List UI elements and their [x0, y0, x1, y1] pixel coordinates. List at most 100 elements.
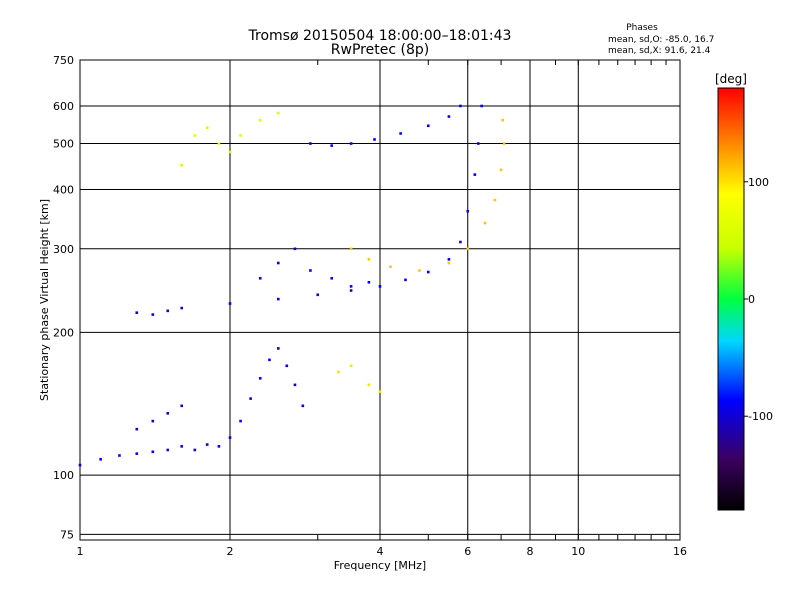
y-tick-label: 600 [53, 100, 74, 113]
data-point [258, 118, 262, 122]
data-point [459, 240, 462, 244]
data-point [349, 289, 353, 292]
data-point [349, 364, 353, 368]
data-point [301, 404, 305, 408]
chart-title: Tromsø 20150504 18:00:00–18:01:43 [248, 28, 512, 44]
series-O-E-ramp [217, 347, 305, 448]
stats-o-line: mean, sd,O: -85.0, 16.7 [608, 35, 714, 45]
data-point [205, 443, 209, 446]
data-point [239, 134, 242, 137]
data-point [367, 258, 371, 261]
data-point [249, 397, 252, 400]
data-point [166, 448, 170, 452]
data-point [118, 454, 121, 457]
data-point [389, 265, 392, 269]
x-axis-label: Frequency [MHz] [334, 559, 426, 572]
data-point [151, 419, 155, 423]
data-point [459, 104, 462, 108]
colorbar-tick-label: -100 [748, 410, 773, 423]
data-point [276, 347, 280, 350]
y-tick-label: 300 [53, 243, 74, 256]
data-point [166, 309, 170, 313]
data-point [166, 412, 170, 415]
data-point [447, 261, 451, 265]
data-point [228, 150, 232, 154]
data-point [135, 427, 139, 431]
data-point [378, 390, 382, 393]
data-point [330, 276, 334, 280]
data-point [483, 221, 487, 225]
data-point [404, 278, 407, 282]
grid [80, 60, 680, 540]
data-point [418, 269, 421, 272]
data-point [193, 134, 197, 137]
data-point [477, 142, 480, 145]
y-tick-label: 100 [53, 469, 74, 482]
data-point [193, 448, 197, 452]
data-point [337, 370, 340, 374]
data-point [349, 247, 353, 251]
data-point [426, 270, 430, 274]
data-point [217, 142, 221, 145]
series-X-E [337, 364, 382, 393]
data-point [466, 209, 470, 213]
data-point [276, 297, 280, 301]
data-point [316, 293, 320, 297]
series-X-F2 [349, 118, 506, 272]
data-point [78, 463, 82, 467]
data-point [268, 358, 271, 362]
data-point [99, 457, 102, 461]
stats-heading: Phases [626, 23, 658, 33]
data-point [447, 258, 451, 261]
data-point [205, 126, 209, 129]
data-point [480, 104, 484, 108]
data-point [180, 163, 184, 167]
y-tick-label: 75 [60, 528, 74, 541]
data-point [239, 419, 242, 423]
series-O-low [78, 443, 209, 467]
colorbar-label: [deg] [715, 72, 747, 86]
series-F-echo-mix [180, 111, 280, 167]
data-point [493, 198, 497, 202]
data-point [258, 377, 262, 380]
data-point [258, 276, 262, 280]
y-axis-label: Stationary phase Virtual Height [km] [38, 199, 51, 401]
data-point [228, 436, 232, 439]
data-point [349, 142, 353, 145]
data-point [499, 168, 503, 172]
data-point [309, 269, 312, 272]
series-O-F1 [135, 306, 184, 316]
data-point [151, 313, 155, 316]
data-point [228, 302, 232, 305]
data-point [426, 124, 430, 128]
y-tick-label: 400 [53, 184, 74, 197]
data-point [349, 285, 353, 288]
data-point [501, 118, 504, 122]
data-point [180, 445, 184, 448]
y-tick-label: 750 [53, 54, 74, 67]
data-point [151, 450, 155, 454]
data-point [502, 142, 506, 145]
data-point [378, 285, 382, 288]
series-scattered-blue [258, 247, 371, 288]
x-tick-label: 2 [227, 545, 234, 558]
series-O-F2 [228, 104, 484, 305]
data-point [367, 383, 371, 387]
data-point [466, 247, 470, 251]
data-point [367, 280, 371, 284]
x-tick-label: 4 [377, 545, 384, 558]
x-tick-label: 10 [571, 545, 585, 558]
data-point [276, 261, 280, 265]
series-O-E-mid [135, 404, 184, 431]
data-point [373, 138, 376, 141]
colorbar-tick-label: 100 [748, 176, 769, 189]
data-point [293, 247, 297, 251]
stats-x-line: mean, sd,X: 91.6, 21.4 [608, 46, 711, 56]
data-point [135, 452, 139, 455]
data-point [217, 445, 221, 448]
data-points [78, 104, 506, 467]
data-point [180, 404, 184, 408]
x-tick-label: 1 [77, 545, 84, 558]
x-tick-label: 8 [527, 545, 534, 558]
